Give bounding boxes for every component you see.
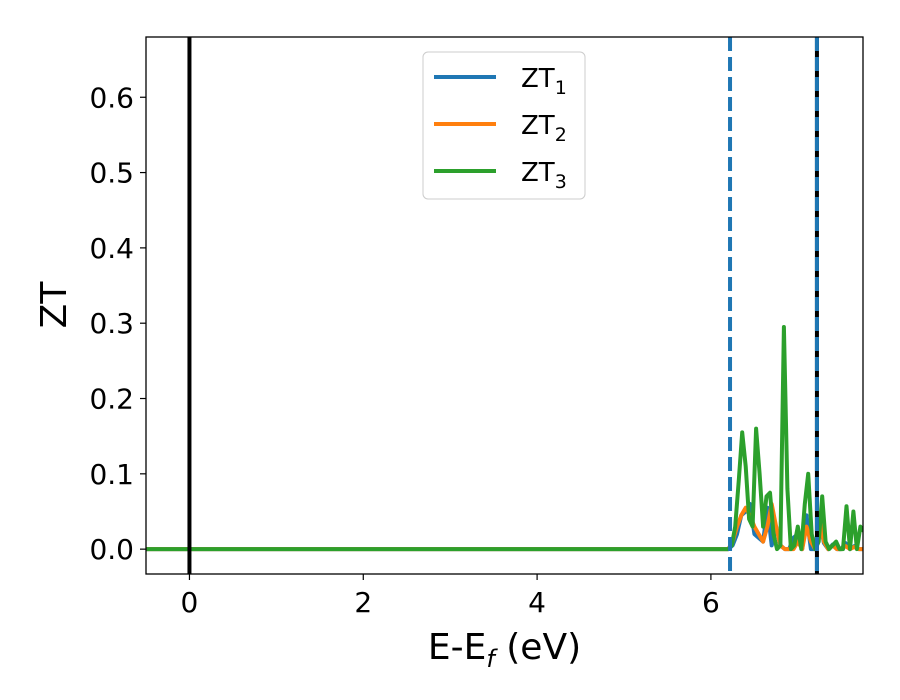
x-axis-label: E-Ef (eV) [428,627,581,673]
legend: ZT1 ZT2 ZT3 [422,51,586,200]
axis-ticks: 0 2 4 6 0.0 0.1 0.2 0.3 0.4 0.5 0.6 [89,81,719,619]
legend-label-3: ZT3 [521,158,567,193]
legend-label-1: ZT1 [521,64,567,99]
y-tick-label: 0.4 [89,232,134,265]
plot-frame [145,36,864,575]
series-line-2 [146,502,863,552]
legend-box [422,51,586,200]
legend-label-2: ZT2 [521,111,567,146]
y-tick-label: 0.1 [89,458,134,491]
series-line-3 [146,325,863,552]
y-axis-label: ZT [34,281,75,329]
x-axis-label-unit: (eV) [495,627,581,668]
y-tick-label: 0.3 [89,307,134,340]
y-tick-label: 0.5 [89,157,134,190]
y-tick-label: 0.2 [89,383,134,416]
y-tick-label: 0.0 [89,533,134,566]
x-tick-label: 2 [354,586,372,619]
x-tick-label: 0 [181,586,199,619]
plot-area [146,37,863,574]
x-tick-label: 6 [702,586,720,619]
y-tick-label: 0.6 [89,81,134,114]
x-tick-label: 4 [528,586,546,619]
